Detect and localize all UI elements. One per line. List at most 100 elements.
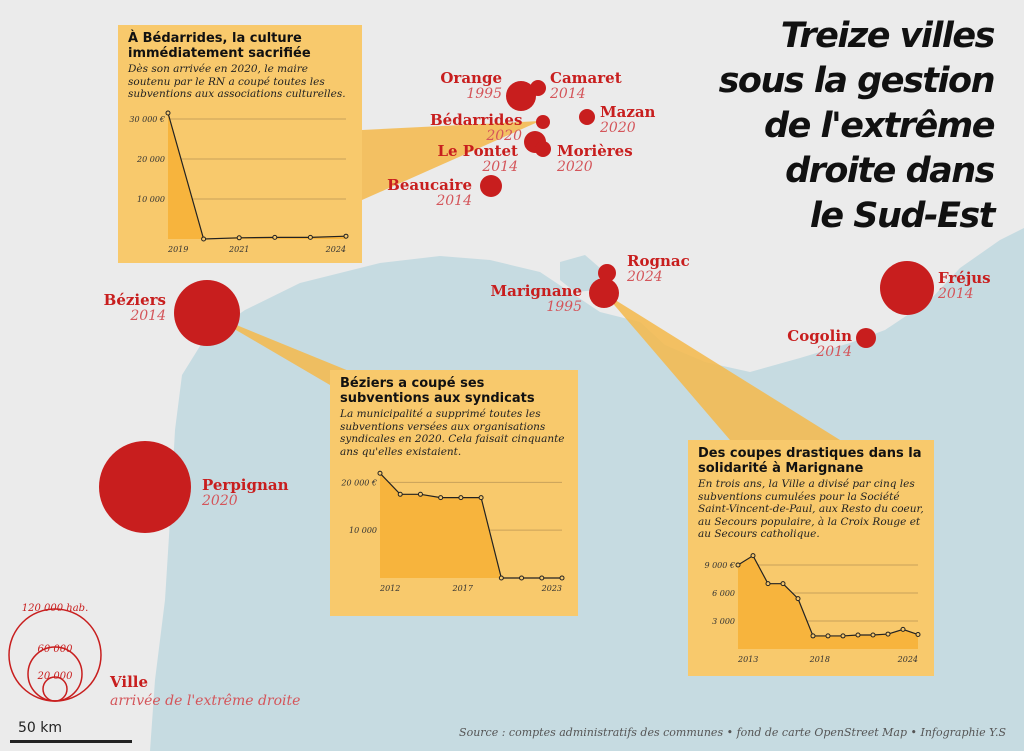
city-label-mazan: Mazan 2020 (600, 103, 656, 136)
map-title: Treize villes sous la gestion de l'extrê… (718, 14, 996, 239)
city-marker-marignane (589, 278, 619, 308)
legend-size-label: 60 000 (38, 644, 74, 655)
x-tick-label: 2012 (379, 584, 400, 593)
data-point (478, 495, 484, 501)
data-point (272, 234, 278, 240)
data-point (165, 110, 171, 115)
data-point (417, 491, 423, 497)
legend-size-label: 20 000 (37, 671, 74, 682)
x-tick-label: 2024 (897, 655, 918, 664)
y-tick-label: 6 000 (712, 589, 735, 598)
data-point (855, 632, 861, 637)
callout-beziers: Béziers a coupé ses subventions aux synd… (330, 370, 578, 616)
city-marker-bedarrides (536, 115, 550, 129)
source-credit: Source : comptes administratifs des comm… (459, 726, 1006, 739)
title-line: le Sud-Est (809, 196, 996, 236)
city-label-orange: Orange 1995 (440, 69, 502, 102)
data-point (201, 236, 207, 241)
data-point (377, 470, 383, 476)
y-tick-label: 3 000 (712, 617, 735, 626)
x-tick-label: 2013 (737, 655, 758, 664)
title-line: de l'extrême (764, 106, 995, 146)
data-point (900, 626, 906, 632)
legend-sublabel: arrivée de l'extrême droite (110, 693, 300, 709)
etang-de-berre (560, 255, 600, 292)
city-marker-beaucaire (480, 175, 502, 197)
city-label-beaucaire: Beaucaire 2014 (387, 176, 472, 209)
scale-bar (10, 740, 132, 743)
data-point (539, 575, 545, 581)
city-label-beziers: Béziers 2014 (103, 291, 166, 324)
callout-bedarrides: À Bédarrides, la culture immédiatement s… (118, 25, 362, 263)
legend-size-label: 120 000 hab. (22, 603, 89, 614)
data-point (307, 234, 313, 240)
city-label-bedarrides: Bédarrides 2020 (430, 111, 523, 144)
scale-label: 50 km (18, 720, 63, 736)
x-tick-label: 2023 (541, 584, 562, 593)
x-tick-label: 2017 (452, 584, 474, 593)
title-line: droite dans (785, 151, 995, 191)
city-marker-rognac (598, 264, 616, 282)
city-label-rognac: Rognac 2024 (627, 252, 690, 285)
city-marker-mazan (579, 109, 595, 125)
data-point (519, 575, 525, 581)
area-fill (738, 555, 918, 649)
city-label-cogolin: Cogolin 2014 (787, 327, 852, 360)
data-point (915, 631, 921, 637)
area-fill (168, 112, 346, 239)
data-point (458, 495, 464, 501)
callout-pointer (362, 121, 540, 200)
city-label-marignane: Marignane 1995 (490, 282, 583, 315)
data-point (735, 562, 741, 567)
chart-beziers: 20 000 € 10 000 2012 2017 2023 (340, 470, 565, 593)
callout-title: Béziers a coupé ses subventions aux synd… (340, 376, 535, 406)
legend: 120 000 hab. 60 000 20 000 Ville arrivée… (8, 603, 300, 709)
city-label-morieres: Morières 2020 (557, 142, 633, 175)
callout-text: La municipalité a supprimé toutes les su… (340, 408, 565, 458)
data-point (780, 580, 786, 586)
chart-marignane: 9 000 € 6 000 3 000 2013 2018 2024 (704, 552, 921, 664)
callout-text: Dès son arrivée en 2020, le maire souten… (128, 63, 346, 100)
data-point (870, 632, 876, 637)
data-point (498, 575, 504, 581)
title-line: sous la gestion (718, 61, 996, 101)
city-marker-morieres (535, 141, 551, 157)
callout-pointer (604, 293, 840, 440)
y-tick-label: 20 000 € (340, 478, 377, 487)
city-marker-cogolin (856, 328, 876, 348)
callout-marignane: Des coupes drastiques dans la solidarité… (688, 440, 934, 676)
y-tick-label: 10 000 (349, 526, 377, 535)
x-tick-label: 2019 (167, 245, 188, 254)
data-point (438, 495, 444, 501)
city-marker-camaret (530, 80, 546, 96)
y-tick-label: 10 000 (137, 195, 165, 204)
data-point (397, 491, 403, 497)
city-marker-beziers (174, 280, 240, 346)
x-tick-label: 2021 (228, 245, 249, 254)
chart-bedarrides: 30 000 € 20 000 10 000 2019 2021 2024 (129, 110, 349, 254)
callout-title: À Bédarrides, la culture immédiatement s… (128, 31, 311, 61)
series-line (379, 472, 562, 579)
city-label-perpignan: Perpignan 2020 (202, 476, 289, 509)
callout-text: En trois ans, la Ville a divisé par cinq… (698, 478, 924, 540)
data-point (343, 233, 349, 239)
city-label-le-pontet: Le Pontet 2014 (437, 142, 518, 175)
area-fill (380, 473, 562, 578)
city-label-frejus: Fréjus 2014 (938, 269, 991, 302)
callout-title: Des coupes drastiques dans la solidarité… (698, 446, 922, 476)
data-point (765, 580, 771, 586)
legend-circle-large (8, 608, 102, 702)
series-line (167, 112, 347, 240)
data-point (825, 632, 831, 638)
data-point (810, 632, 816, 638)
data-point (559, 575, 565, 581)
data-point (885, 631, 891, 637)
x-tick-label: 2024 (325, 245, 346, 254)
city-marker-orange (506, 81, 536, 111)
title-line: Treize villes (780, 16, 996, 56)
y-tick-label: 9 000 € (704, 561, 735, 570)
y-tick-label: 20 000 (136, 155, 165, 164)
legend-circle-small (42, 676, 68, 702)
data-point (236, 234, 242, 240)
city-marker-frejus (880, 261, 934, 315)
